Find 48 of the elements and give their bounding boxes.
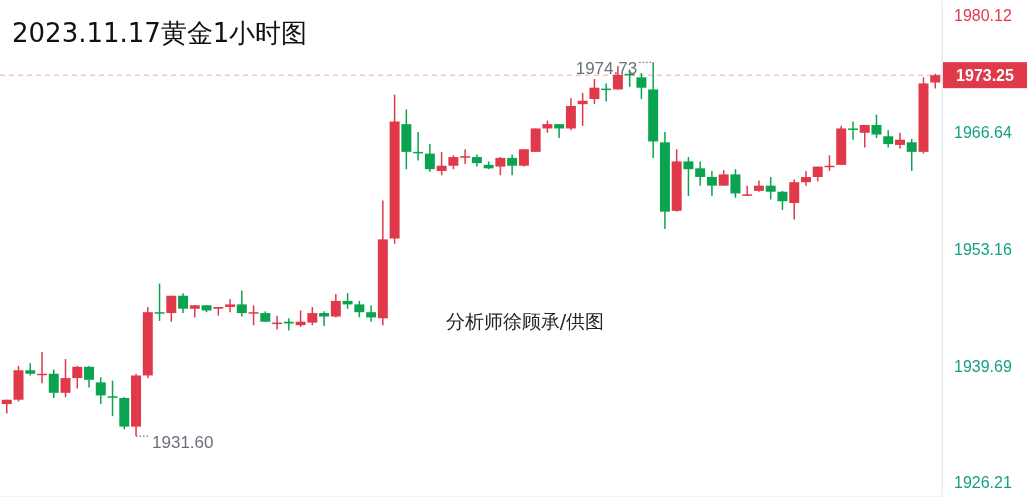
annotation: 1931.60 [152,433,214,453]
candlestick [460,148,471,165]
candlestick [166,294,177,323]
candlestick [789,178,800,221]
candlestick [1,398,12,415]
chart-title: 2023.11.17黄金1小时图 [12,18,308,48]
candlestick [319,310,330,327]
candlestick [424,143,435,173]
candlestick [800,170,811,187]
candlestick [589,78,600,105]
y-tick-label: 1953.16 [954,240,1012,258]
ref-line-label: 1973.25 [956,67,1015,85]
y-tick-label: 1926.21 [954,474,1012,492]
y-tick-label: 1939.69 [954,357,1012,375]
annotation: 1974.73 [575,59,638,79]
candlestick [847,120,858,141]
candlestick [84,365,95,389]
annotation: 分析师徐顾承/供图 [445,310,605,332]
y-tick-label: 1980.12 [954,7,1012,25]
candlestick [636,72,647,100]
candlestick [859,124,870,149]
candlestick [366,304,377,323]
candlestick [248,304,259,326]
candlestick [72,365,83,390]
candlestick [765,176,776,201]
candlestick [695,160,706,187]
candlestick [436,151,447,177]
candlestick [530,127,541,153]
candlestick [60,358,71,398]
y-tick-label: 1966.64 [954,124,1012,142]
candlestick [554,123,565,139]
candlestick [906,138,917,172]
candlestick [742,184,753,197]
candlestick [507,153,518,177]
candlestick [706,170,717,197]
candlestick [178,292,189,314]
candlestick [495,156,506,177]
candlestick [565,97,576,131]
candlestick [730,168,741,199]
candlestick [871,113,882,139]
candlestick [95,376,106,405]
candlestick [154,282,165,322]
candlestick [777,190,788,211]
candlestick [236,289,247,318]
candlestick [107,379,118,417]
candlestick [225,298,236,313]
candlestick [683,156,694,197]
candlestick [48,368,59,399]
